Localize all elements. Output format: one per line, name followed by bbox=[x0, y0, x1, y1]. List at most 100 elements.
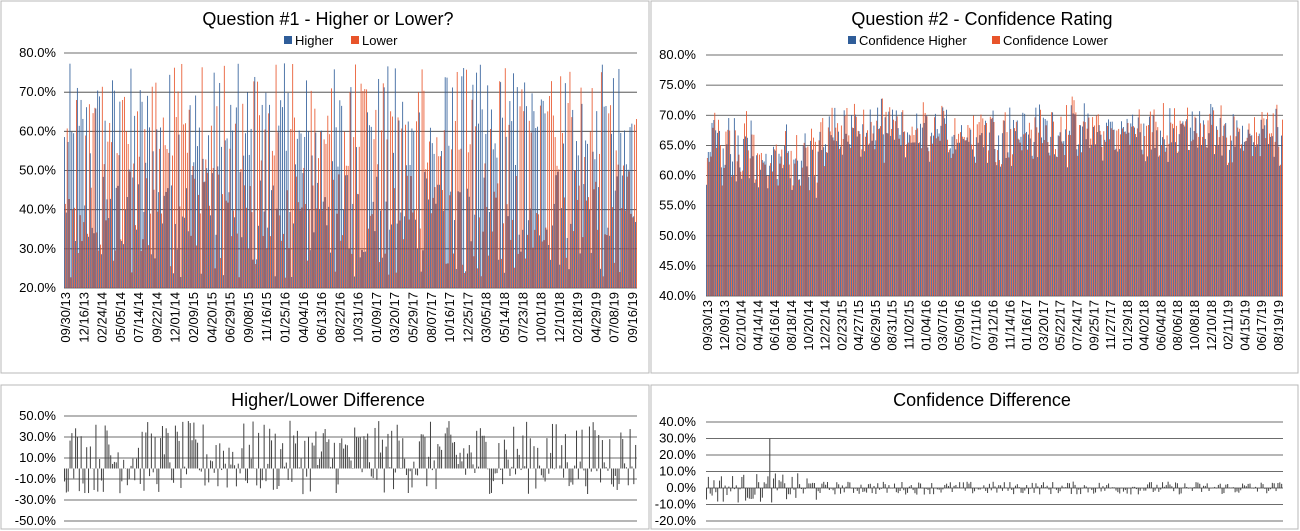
d2-bar bbox=[780, 481, 782, 488]
q1-bar-lower bbox=[576, 199, 578, 288]
q1-bar-higher bbox=[444, 77, 446, 289]
q1-bar-higher bbox=[76, 87, 78, 289]
d2-bar bbox=[966, 481, 968, 488]
q2-bar-confidence-lower bbox=[1162, 103, 1164, 296]
q2-bar-confidence-higher bbox=[1059, 132, 1061, 296]
q2-bar-confidence-higher bbox=[1148, 116, 1150, 296]
d2-bar bbox=[1055, 488, 1057, 490]
q1-bar-higher bbox=[383, 87, 385, 288]
d1-bar bbox=[481, 435, 483, 469]
q1-bar-higher bbox=[246, 92, 248, 288]
q2-bar-confidence-lower bbox=[1012, 154, 1014, 296]
d2-bar bbox=[1245, 486, 1247, 488]
q2-bar-confidence-lower bbox=[760, 152, 762, 296]
d1-bar bbox=[507, 459, 509, 469]
d2-bar bbox=[759, 488, 762, 502]
q1-bar-lower bbox=[310, 90, 312, 288]
d1-bar bbox=[435, 468, 437, 490]
q2-bar-confidence-higher bbox=[1065, 129, 1067, 296]
q1-bar-lower bbox=[251, 212, 253, 288]
d2-bar bbox=[910, 485, 912, 488]
q1-bar-lower bbox=[506, 204, 508, 288]
d1-bar bbox=[625, 467, 627, 469]
q2-bar-confidence-lower bbox=[729, 130, 731, 296]
q1-bar-lower bbox=[120, 239, 122, 288]
q1-bar-lower bbox=[460, 148, 462, 288]
q1-bar-higher bbox=[611, 133, 612, 288]
q2-bar-confidence-higher bbox=[840, 146, 841, 296]
q1-bar-higher bbox=[407, 121, 409, 288]
d2-bar bbox=[761, 488, 763, 498]
q1-bar-higher bbox=[202, 158, 204, 288]
d1-bar bbox=[100, 468, 102, 481]
d2-bar bbox=[787, 488, 789, 495]
d2-bar bbox=[1195, 482, 1197, 488]
q2-bar-confidence-higher bbox=[1176, 152, 1178, 296]
d1-bar bbox=[376, 468, 378, 480]
q2-bar-confidence-lower bbox=[907, 142, 909, 296]
q2-bar-confidence-lower bbox=[805, 147, 807, 296]
q1-bar-lower bbox=[325, 143, 327, 288]
q1-bar-higher bbox=[417, 248, 418, 288]
q2-bar-confidence-higher bbox=[1102, 160, 1104, 296]
q2-xtick-label: 02/11/19 bbox=[1221, 300, 1236, 350]
q2-bar-confidence-higher bbox=[962, 138, 964, 296]
d2-bar bbox=[1061, 485, 1063, 488]
q2-bar-confidence-lower bbox=[991, 117, 993, 296]
q2-bar-confidence-lower bbox=[1077, 155, 1079, 296]
q1-ytick-label: 60.0% bbox=[19, 123, 56, 138]
d1-bar bbox=[348, 457, 350, 469]
d1-bar bbox=[370, 468, 372, 477]
d2-bar bbox=[934, 487, 936, 489]
q1-bar-higher bbox=[474, 214, 476, 288]
d1-bar bbox=[398, 440, 400, 469]
q1-bar-higher bbox=[468, 196, 470, 288]
q1-bar-lower bbox=[549, 96, 551, 289]
q1-bar-higher bbox=[169, 74, 171, 288]
q2-bar-confidence-lower bbox=[753, 134, 755, 296]
q2-bar-confidence-lower bbox=[956, 139, 958, 296]
q2-bar-confidence-lower bbox=[1015, 121, 1017, 297]
d1-bar bbox=[365, 439, 367, 469]
q1-bar-lower bbox=[331, 88, 332, 289]
q2-bar-confidence-lower bbox=[941, 105, 943, 296]
q2-bar-confidence-lower bbox=[731, 176, 732, 296]
q2-bar-confidence-higher bbox=[1264, 125, 1266, 296]
chart-frame-q1 bbox=[0, 0, 650, 374]
q1-bar-higher bbox=[509, 101, 511, 289]
q1-bar-higher bbox=[110, 198, 112, 288]
q2-bar-confidence-higher bbox=[1109, 121, 1111, 296]
q1-bar-higher bbox=[250, 128, 252, 288]
chart-title-d1: Higher/Lower Difference bbox=[231, 390, 425, 410]
q2-bar-confidence-higher bbox=[1251, 135, 1253, 296]
d2-bar bbox=[1253, 488, 1255, 489]
q2-bar-confidence-higher bbox=[1242, 125, 1243, 296]
q2-bar-confidence-lower bbox=[1097, 114, 1099, 296]
d2-bar bbox=[1128, 488, 1130, 489]
q2-bar-confidence-higher bbox=[1247, 129, 1249, 296]
q2-bar-confidence-lower bbox=[835, 127, 837, 296]
d1-bar bbox=[298, 467, 300, 469]
q1-bar-lower bbox=[81, 241, 83, 288]
q1-bar-higher bbox=[93, 233, 95, 288]
q2-bar-confidence-higher bbox=[776, 179, 778, 296]
q1-bar-higher bbox=[84, 205, 86, 288]
d2-bar bbox=[791, 476, 793, 488]
d1-bar bbox=[385, 446, 387, 469]
d2-bar bbox=[927, 488, 929, 490]
d1-bar bbox=[572, 468, 574, 485]
d1-bar bbox=[137, 447, 139, 469]
q2-bar-confidence-lower bbox=[734, 130, 736, 296]
q1-bar-lower bbox=[188, 109, 190, 288]
q1-bar-higher bbox=[285, 150, 287, 288]
d2-bar bbox=[1258, 488, 1260, 489]
d1-bar bbox=[134, 468, 136, 481]
q2-xtick-label: 12/09/13 bbox=[717, 300, 732, 351]
d2-bar bbox=[933, 488, 935, 495]
q2-bar-confidence-higher bbox=[1210, 103, 1212, 296]
d2-bar bbox=[706, 488, 708, 500]
q2-bar-confidence-higher bbox=[1000, 166, 1001, 296]
q2-bar-confidence-lower bbox=[1075, 112, 1077, 296]
q2-bar-confidence-higher bbox=[1072, 113, 1074, 296]
